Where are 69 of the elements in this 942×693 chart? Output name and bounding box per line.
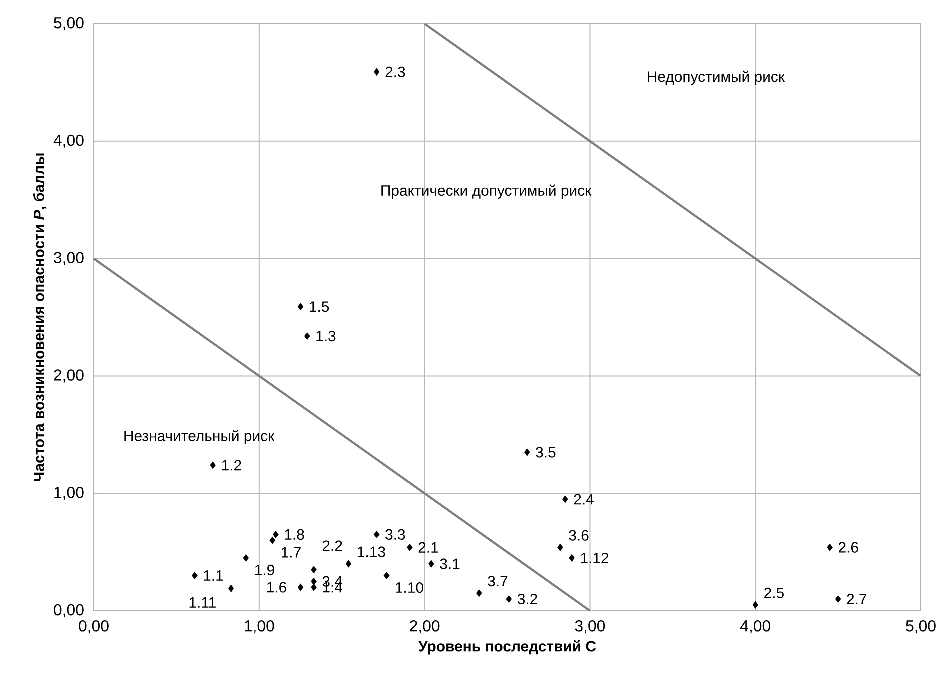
x-tick-label: 5,00 [906, 620, 936, 634]
point [210, 462, 216, 470]
point [243, 554, 250, 562]
annotation: Практически допустимый риск [382, 184, 592, 199]
annotation: 2.5 [764, 588, 784, 598]
point [835, 595, 842, 604]
x-tick-label: 0,00 [79, 620, 109, 634]
point [562, 496, 568, 504]
y-tick-label: 5,00 [54, 17, 84, 31]
point [304, 332, 310, 340]
annotation: 1.8 [285, 529, 304, 540]
point [827, 544, 833, 552]
y-tick-label: 2,00 [54, 370, 84, 383]
annotation: Незначительный риск [124, 430, 275, 444]
annotation: 1.2 [222, 460, 242, 471]
annotation: 1.13 [358, 546, 386, 558]
x-tick-label: 4,00 [740, 620, 770, 634]
point [192, 572, 198, 580]
x-tick-label: 1,00 [245, 620, 274, 634]
y-tick-label: 1,00 [54, 487, 84, 500]
annotation: 1.1 [204, 570, 224, 581]
annotation: 3.6 [569, 530, 589, 541]
annotation: 3.7 [488, 576, 508, 587]
point [407, 544, 413, 552]
point [311, 578, 317, 586]
y-axis-title: Частота возникновения опасности P, баллы [33, 154, 47, 482]
annotation: 2.6 [838, 542, 858, 553]
point [311, 584, 317, 592]
x-tick-label: 3,00 [575, 620, 606, 634]
point [270, 536, 276, 544]
point [428, 560, 434, 568]
point [524, 448, 530, 456]
point [569, 554, 575, 562]
annotation: 1.11 [190, 598, 216, 608]
point [384, 572, 390, 580]
annotation: 1.12 [581, 552, 609, 564]
annotation: 3.2 [518, 594, 538, 605]
point [752, 601, 758, 609]
annotation: Недопустимый риск [648, 70, 786, 86]
annotation: 1.10 [396, 582, 424, 594]
point [346, 560, 352, 568]
annotation: 1.6 [267, 582, 286, 593]
x-tick-label: 2,00 [410, 620, 440, 634]
annotation: 2.1 [418, 542, 438, 553]
point [298, 303, 304, 311]
annotation: 1.7 [282, 547, 301, 558]
annotation: 2.4 [574, 494, 594, 505]
annotation: 3.3 [386, 529, 406, 540]
annotation: 2.7 [847, 594, 867, 604]
point [476, 590, 482, 598]
y-tick-label: 0,00 [54, 604, 84, 618]
y-tick-label: 3,00 [54, 252, 84, 266]
point [298, 584, 304, 592]
point [506, 595, 512, 604]
y-tick-label: 4,00 [54, 134, 84, 148]
point [374, 68, 380, 76]
annotation: 2.3 [386, 66, 406, 78]
point [558, 544, 564, 552]
point [228, 584, 234, 592]
annotation: 1.5 [310, 302, 330, 312]
point [374, 530, 380, 538]
annotation: 3.1 [440, 558, 460, 570]
annotation: 1.9 [256, 564, 274, 576]
x-axis-title: Уровень последствий С [418, 640, 596, 655]
annotation: 2.2 [322, 540, 342, 552]
point [311, 566, 317, 574]
point [273, 530, 279, 538]
annotation: 1.3 [316, 330, 336, 342]
annotation: 3.5 [536, 447, 556, 458]
